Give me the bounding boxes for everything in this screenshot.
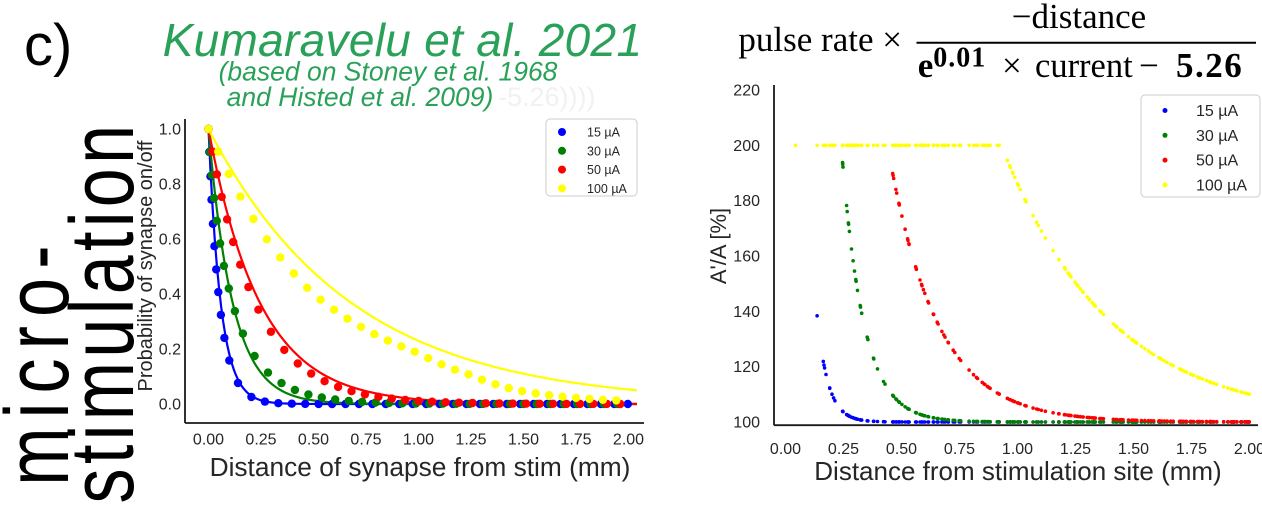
svg-text:−distance: −distance: [1012, 0, 1146, 36]
svg-text:0.2: 0.2: [159, 342, 181, 359]
svg-text:15 µA: 15 µA: [587, 126, 621, 140]
svg-text:15 µA: 15 µA: [1196, 103, 1238, 120]
svg-text:0.50: 0.50: [298, 432, 329, 449]
svg-text:2.00: 2.00: [1234, 441, 1262, 458]
svg-text:1.50: 1.50: [1118, 441, 1149, 458]
svg-text:pulse rate ×: pulse rate ×: [738, 20, 902, 59]
svg-text:Distance from stimulation site: Distance from stimulation site (mm): [814, 456, 1221, 486]
svg-text:0.75: 0.75: [944, 441, 975, 458]
svg-text:1.50: 1.50: [508, 432, 539, 449]
svg-text:and Histed et al. 2009): and Histed et al. 2009): [227, 82, 494, 112]
svg-text:220: 220: [733, 83, 760, 100]
svg-text:0.25: 0.25: [245, 432, 276, 449]
svg-text:0.25: 0.25: [828, 441, 859, 458]
svg-text:Probability of synapse on/off: Probability of synapse on/off: [135, 140, 157, 391]
svg-text:160: 160: [733, 249, 760, 266]
svg-text:(based on Stoney et al. 1968: (based on Stoney et al. 1968: [219, 57, 558, 87]
svg-text:100 µA: 100 µA: [1196, 177, 1247, 194]
svg-text:1.75: 1.75: [1176, 441, 1207, 458]
svg-text:50 µA: 50 µA: [1196, 153, 1238, 170]
svg-text:1.00: 1.00: [1002, 441, 1033, 458]
svg-text:0.4: 0.4: [159, 287, 181, 304]
svg-text:A'/A [%]: A'/A [%]: [706, 208, 731, 284]
svg-text:1.0: 1.0: [159, 122, 181, 139]
svg-text:1.75: 1.75: [560, 432, 591, 449]
svg-text:0.6: 0.6: [159, 232, 181, 249]
svg-text:180: 180: [733, 193, 760, 210]
svg-text:Distance of synapse from stim: Distance of synapse from stim (mm): [210, 452, 631, 482]
svg-text:-5.26)))): -5.26)))): [498, 82, 596, 112]
svg-text:micro-: micro-: [0, 236, 88, 486]
svg-text:30 µA: 30 µA: [587, 144, 621, 158]
svg-text:0.0: 0.0: [159, 397, 181, 414]
svg-text:0.8: 0.8: [159, 177, 181, 194]
svg-text:0.50: 0.50: [886, 441, 917, 458]
svg-text:c): c): [24, 13, 72, 78]
svg-text:2.00: 2.00: [613, 432, 644, 449]
svg-text:stimulation: stimulation: [53, 121, 153, 502]
svg-text:140: 140: [733, 304, 760, 321]
svg-text:0.00: 0.00: [193, 432, 224, 449]
svg-text:1.00: 1.00: [403, 432, 434, 449]
svg-text:50 µA: 50 µA: [587, 163, 621, 177]
svg-text:e0.01×current−5.26: e0.01 × current −5.26: [918, 43, 1244, 86]
svg-text:120: 120: [733, 359, 760, 376]
svg-text:0.00: 0.00: [770, 441, 801, 458]
svg-text:Kumaravelu et al. 2021: Kumaravelu et al. 2021: [163, 14, 643, 66]
svg-text:0.75: 0.75: [350, 432, 381, 449]
svg-text:100: 100: [733, 415, 760, 432]
svg-text:100 µA: 100 µA: [587, 182, 628, 196]
svg-text:30 µA: 30 µA: [1196, 128, 1238, 145]
svg-text:1.25: 1.25: [1060, 441, 1091, 458]
svg-text:200: 200: [733, 138, 760, 155]
svg-text:1.25: 1.25: [455, 432, 486, 449]
